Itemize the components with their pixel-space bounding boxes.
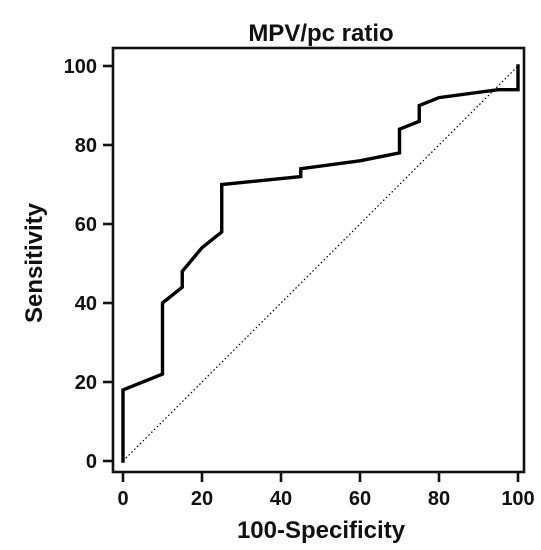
x-axis-label: 100-Specificity — [237, 517, 406, 544]
y-tick-label: 20 — [75, 372, 97, 394]
x-tick-label: 100 — [501, 488, 534, 510]
reference-diagonal-line — [122, 65, 519, 462]
y-tick-label: 80 — [75, 135, 97, 157]
plot-frame — [111, 46, 526, 474]
y-tick-label: 60 — [75, 214, 97, 236]
x-axis-ticks: 0 20 40 60 80 100 — [117, 472, 535, 510]
y-axis-ticks: 0 20 40 60 80 100 — [64, 56, 113, 473]
y-axis-label: Sensitivity — [21, 202, 48, 323]
x-tick-label: 80 — [428, 488, 450, 510]
x-tick-label: 40 — [270, 488, 292, 510]
x-tick-label: 0 — [117, 488, 128, 510]
x-tick-label: 60 — [349, 488, 371, 510]
y-tick-label: 100 — [64, 56, 97, 78]
y-tick-label: 40 — [75, 293, 97, 315]
x-tick-label: 20 — [191, 488, 213, 510]
chart-title: MPV/pc ratio — [248, 20, 393, 47]
roc-curve-line — [121, 64, 520, 463]
y-tick-label: 0 — [86, 451, 97, 473]
